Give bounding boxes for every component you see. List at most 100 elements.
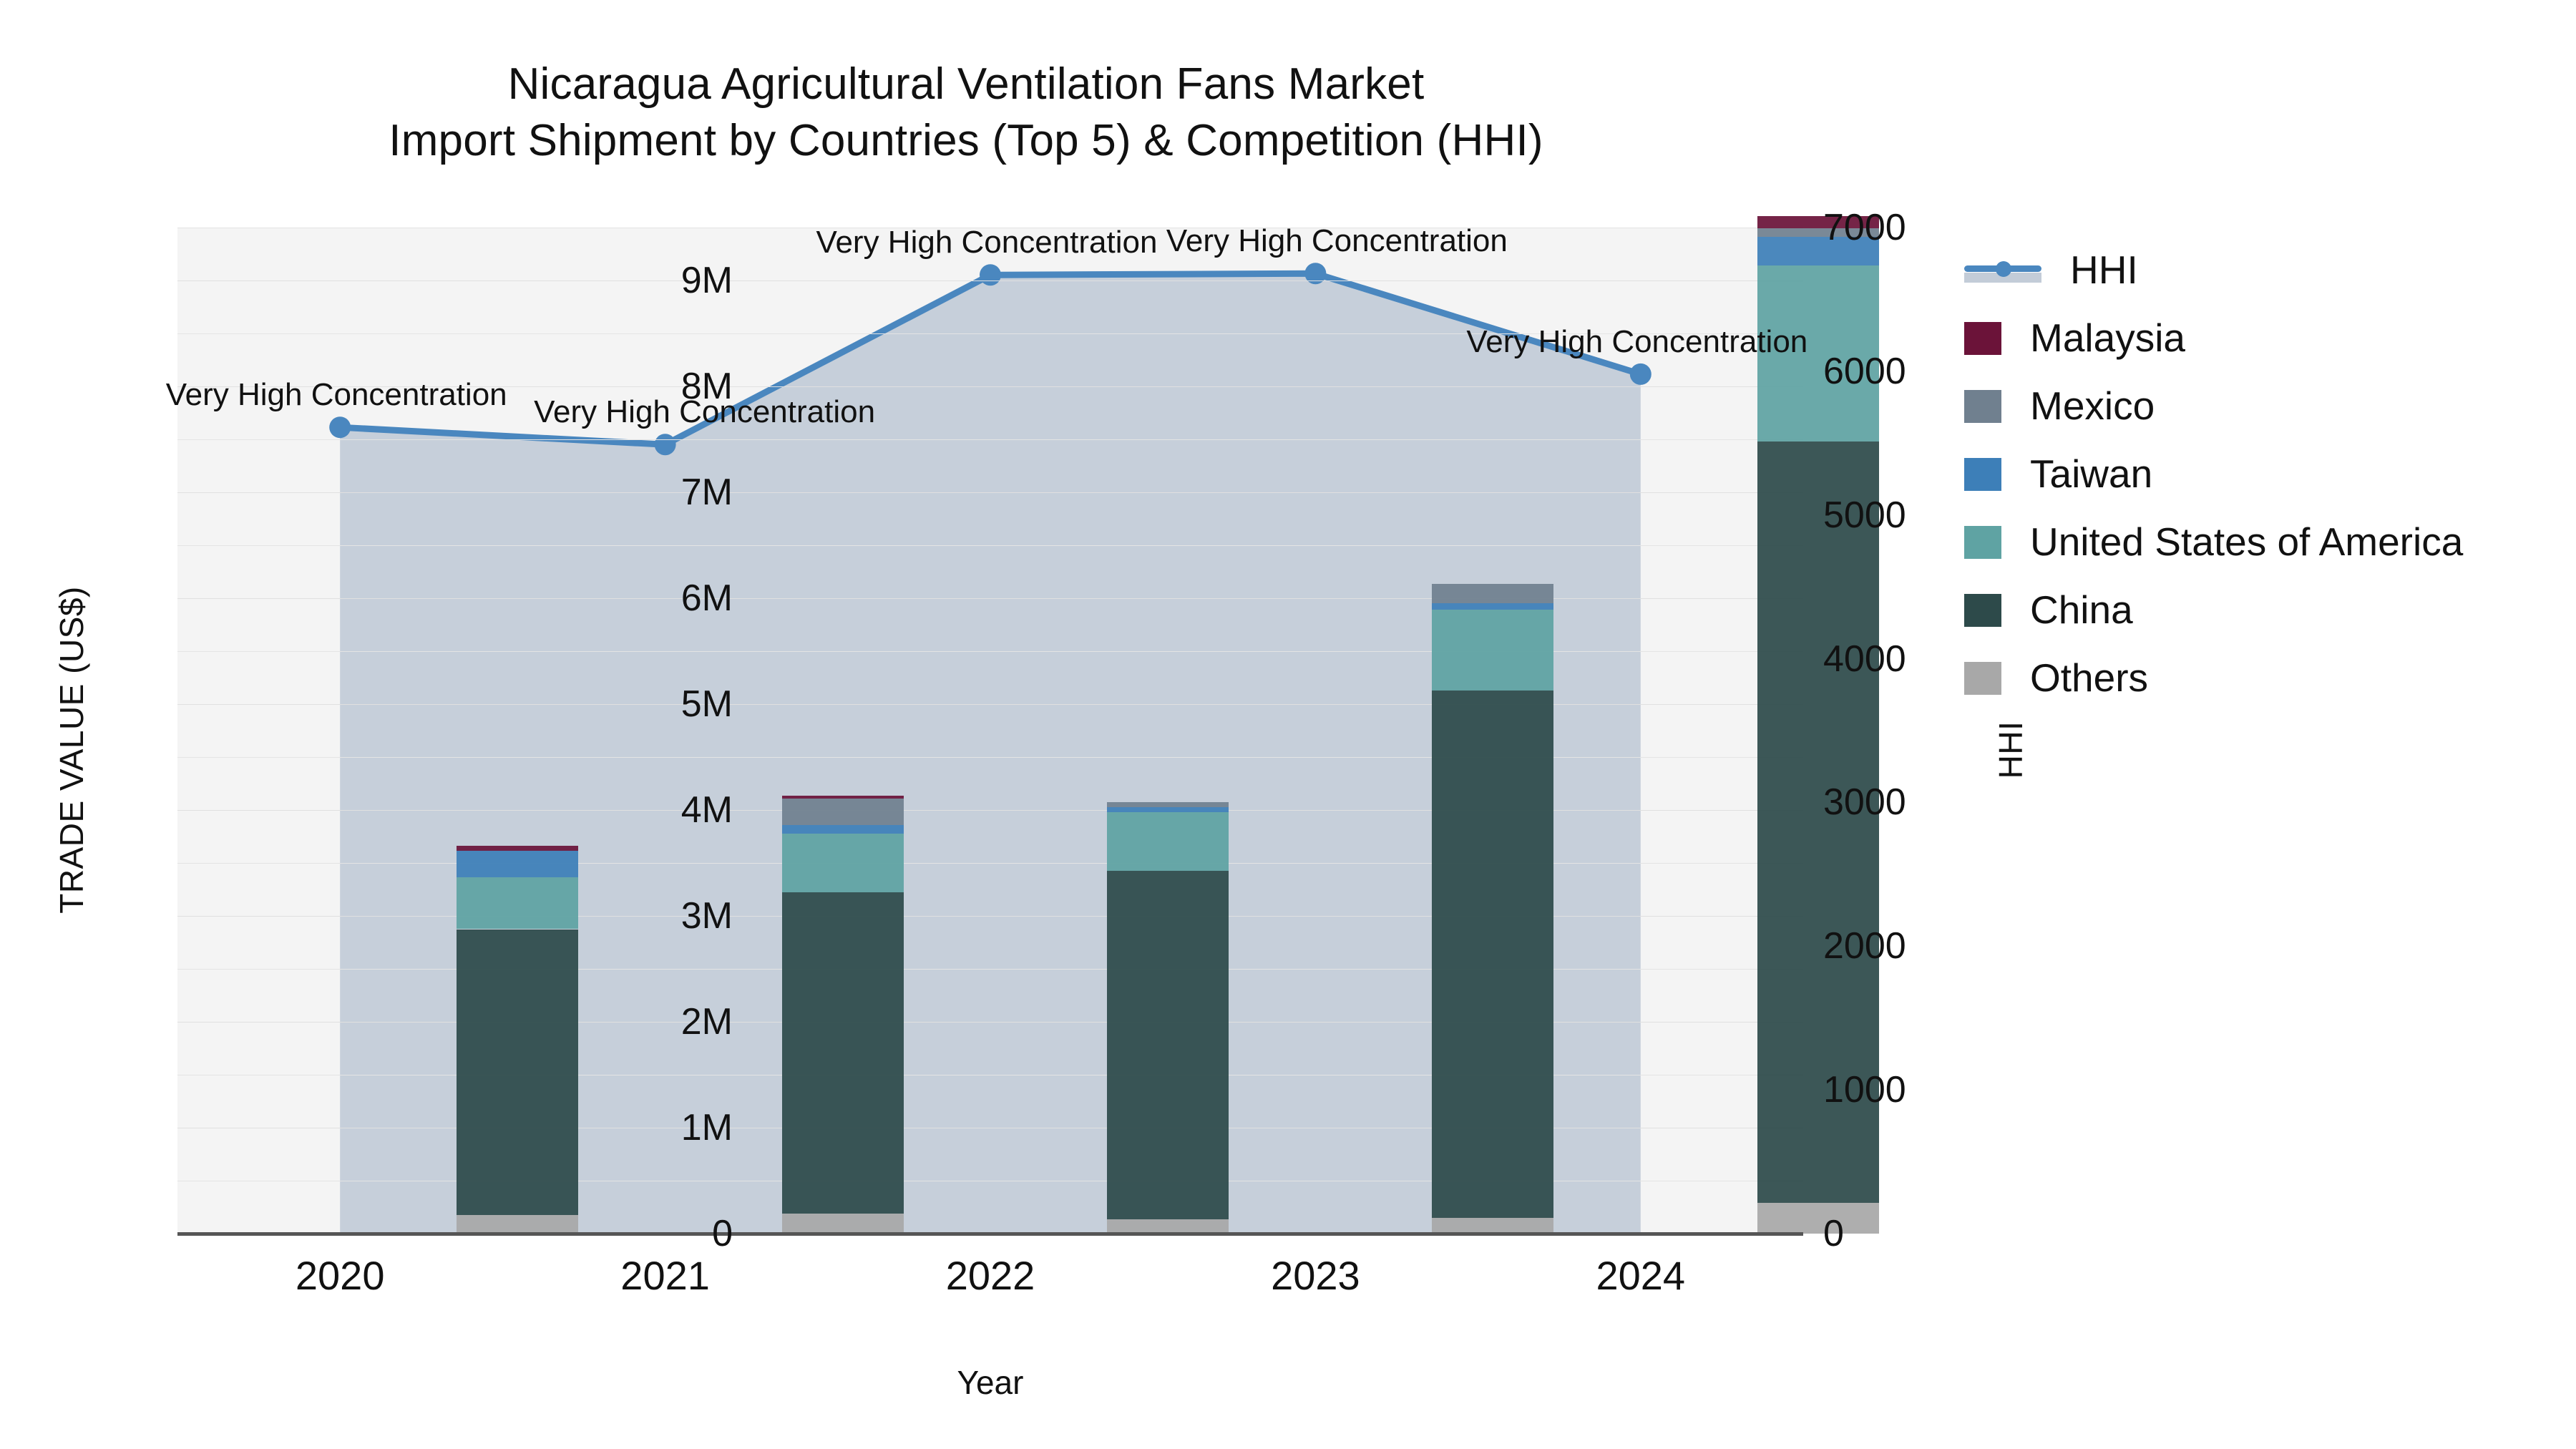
bar-2020[interactable] (457, 228, 579, 1234)
chart-title-line-2: Import Shipment by Countries (Top 5) & C… (389, 116, 1543, 166)
legend-label: Others (2030, 655, 2149, 700)
legend-item-others[interactable]: Others (1964, 644, 2565, 712)
legend-item-hhi[interactable]: HHI (1964, 236, 2565, 304)
legend-swatch-icon (1964, 457, 2001, 491)
bar-segment-united-states-of-america-2021[interactable] (781, 834, 904, 893)
y-axis-tick-4M: 4M (680, 789, 733, 831)
bar-segment-united-states-of-america-2023[interactable] (1432, 610, 1554, 691)
gridline (177, 492, 1803, 493)
y-axis-tick-2M: 2M (680, 1001, 733, 1043)
bar-segment-others-2020[interactable] (457, 1215, 579, 1234)
gridline (177, 969, 1803, 970)
gridline (177, 280, 1803, 281)
bar-segment-mexico-2022[interactable] (1107, 801, 1229, 807)
bar-segment-mexico-2024[interactable] (1757, 228, 1879, 238)
y2-axis-tick-3000: 3000 (1823, 781, 1906, 824)
bar-2021[interactable] (781, 228, 904, 1234)
bar-segment-taiwan-2020[interactable] (457, 850, 579, 877)
gridline (177, 651, 1803, 652)
y-axis-tick-8M: 8M (680, 366, 733, 407)
hhi-point-2020 (329, 416, 351, 439)
x-axis-tick-2021: 2021 (620, 1253, 710, 1298)
x-axis-tick-2024: 2024 (1596, 1253, 1686, 1298)
legend-item-united-states-of-america[interactable]: United States of America (1964, 508, 2565, 576)
bar-segment-china-2023[interactable] (1432, 690, 1554, 1218)
bar-segment-united-states-of-america-2020[interactable] (457, 877, 579, 930)
bar-2023[interactable] (1432, 228, 1554, 1234)
bar-segment-taiwan-2021[interactable] (781, 824, 904, 834)
bar-segment-china-2024[interactable] (1757, 441, 1879, 1204)
gridline (177, 863, 1803, 864)
legend-item-china[interactable]: China (1964, 576, 2565, 644)
bar-segment-taiwan-2023[interactable] (1432, 602, 1554, 610)
y2-axis-tick-7000: 7000 (1823, 207, 1906, 248)
gridline (177, 439, 1803, 440)
hhi-point-2022 (980, 264, 1001, 286)
bar-segment-united-states-of-america-2024[interactable] (1757, 265, 1879, 441)
bar-segment-mexico-2021[interactable] (781, 799, 904, 825)
gridline (177, 1022, 1803, 1023)
legend-label: HHI (2070, 248, 2138, 292)
y2-axis-tick-6000: 6000 (1823, 350, 1906, 392)
y-axis-tick-5M: 5M (680, 683, 733, 725)
hhi-line-series (329, 263, 1652, 1234)
y-axis-tick-7M: 7M (680, 472, 733, 513)
legend-label: Malaysia (2030, 316, 2186, 360)
hhi-point-2024 (1629, 363, 1652, 385)
legend-item-taiwan[interactable]: Taiwan (1964, 440, 2565, 508)
bar-segment-others-2024[interactable] (1757, 1203, 1879, 1234)
hhi-point-2023 (1304, 263, 1327, 285)
gridline (177, 333, 1803, 334)
bar-2022[interactable] (1107, 228, 1229, 1234)
y2-axis-tick-5000: 5000 (1823, 494, 1906, 536)
legend-item-mexico[interactable]: Mexico (1964, 372, 2565, 440)
annotation-2021: Very High Concentration (534, 394, 876, 430)
plot-area (177, 215, 1879, 1234)
legend-label: United States of America (2030, 519, 2464, 564)
legend-swatch-icon (1964, 661, 2001, 695)
bar-segment-mexico-2023[interactable] (1432, 584, 1554, 603)
bar-segment-others-2022[interactable] (1107, 1219, 1229, 1234)
bar-segment-malaysia-2024[interactable] (1757, 215, 1879, 228)
gridline (177, 545, 1803, 546)
legend-swatch-icon (1964, 593, 2001, 627)
legend-item-malaysia[interactable]: Malaysia (1964, 304, 2565, 372)
legend-label: China (2030, 587, 2133, 632)
x-axis-tick-2020: 2020 (295, 1253, 385, 1298)
y2-axis-tick-4000: 4000 (1823, 638, 1906, 680)
annotation-2020: Very High Concentration (165, 377, 507, 413)
bar-segment-malaysia-2021[interactable] (781, 796, 904, 799)
legend-swatch-icon (1964, 525, 2001, 559)
bar-segment-others-2023[interactable] (1432, 1217, 1554, 1234)
x-axis-title: Year (957, 1364, 1024, 1401)
gridline (177, 704, 1803, 705)
bar-2024[interactable] (1757, 215, 1879, 1234)
hhi-area-fill (340, 273, 1641, 1234)
legend-swatch-icon (1964, 321, 2001, 355)
annotation-2023: Very High Concentration (1166, 223, 1508, 259)
bar-segment-china-2021[interactable] (781, 892, 904, 1214)
bar-segment-taiwan-2022[interactable] (1107, 806, 1229, 812)
legend-label: Taiwan (2030, 452, 2153, 496)
annotation-2024: Very High Concentration (1466, 323, 1808, 359)
chart-title: Nicaragua Agricultural Ventilation Fans … (0, 56, 1932, 170)
bar-segment-china-2020[interactable] (457, 929, 579, 1216)
y-axis-tick-9M: 9M (680, 260, 733, 301)
bar-segment-united-states-of-america-2022[interactable] (1107, 811, 1229, 872)
y2-axis-tick-1000: 1000 (1823, 1069, 1906, 1111)
y-axis-title: TRADE VALUE (US$) (53, 586, 90, 914)
bar-segment-malaysia-2020[interactable] (457, 846, 579, 851)
bar-segment-china-2022[interactable] (1107, 871, 1229, 1219)
legend-label: Mexico (2030, 384, 2155, 428)
y2-axis-tick-0: 0 (1823, 1213, 1844, 1254)
bar-segment-taiwan-2024[interactable] (1757, 237, 1879, 266)
gridline (177, 598, 1803, 599)
legend: HHI Malaysia Mexico Taiwan United States of … (1964, 236, 2565, 712)
x-axis-tick-2022: 2022 (945, 1253, 1035, 1298)
gridline (177, 916, 1803, 917)
annotation-2022: Very High Concentration (816, 225, 1158, 260)
legend-line-marker-icon (1964, 254, 2041, 287)
bar-segment-others-2021[interactable] (781, 1213, 904, 1234)
y2-axis-tick-2000: 2000 (1823, 925, 1906, 967)
